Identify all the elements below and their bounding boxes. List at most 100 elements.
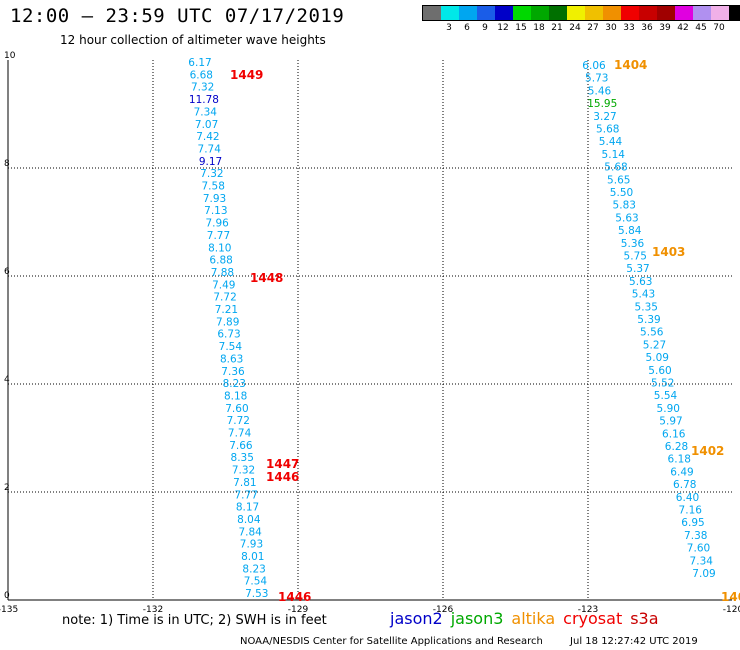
wave-height-value: 7.77 <box>207 230 230 242</box>
wave-height-value: 7.34 <box>690 555 714 567</box>
wave-height-value: 7.74 <box>198 143 222 155</box>
legend-swatch <box>657 6 675 20</box>
legend-swatch <box>639 6 657 20</box>
legend-swatch <box>531 6 549 20</box>
wave-height-value: 7.32 <box>200 168 223 180</box>
x-tick-label: -135 <box>0 605 18 615</box>
legend-label: 45 <box>695 23 707 33</box>
wave-height-value: 8.01 <box>241 551 264 563</box>
legend-label: 30 <box>605 23 617 33</box>
pass-time-label: 1446 <box>278 590 311 604</box>
map-title: 12:00 – 23:59 UTC 07/17/2019 <box>10 5 345 27</box>
wave-height-value: 5.63 <box>629 276 652 288</box>
wave-height-value: 7.93 <box>203 193 226 205</box>
wave-height-value: 5.35 <box>635 301 658 313</box>
wave-height-value: 8.17 <box>236 502 259 514</box>
legend-swatch <box>477 6 495 20</box>
y-tick-label: 2 <box>4 483 10 493</box>
wave-height-value: 7.77 <box>235 489 258 501</box>
legend-swatch <box>585 6 603 20</box>
wave-height-value: 5.37 <box>626 263 649 275</box>
wave-height-value: 6.16 <box>662 428 686 440</box>
wave-height-value: 7.32 <box>232 465 255 477</box>
wave-height-value: 8.23 <box>223 378 246 390</box>
wave-height-value: 7.54 <box>219 341 243 353</box>
legend-label: 42 <box>677 23 689 33</box>
wave-height-value: 6.78 <box>673 479 696 491</box>
legend-swatch <box>621 6 639 20</box>
legend-label: 18 <box>533 23 545 33</box>
wave-height-value: 7.38 <box>684 530 707 542</box>
wave-height-value: 7.89 <box>216 316 239 328</box>
legend-swatch <box>441 6 459 20</box>
legend-swatch <box>567 6 585 20</box>
mission-label: cryosat <box>563 609 623 628</box>
wave-height-value: 7.72 <box>213 292 236 304</box>
legend-label: 3 <box>446 23 452 33</box>
y-tick-label: 4 <box>4 375 10 385</box>
wave-height-value: 5.75 <box>624 251 647 263</box>
mission-label: jason3 <box>450 609 504 628</box>
legend-swatch <box>603 6 621 20</box>
wave-height-value: 6.17 <box>188 57 211 69</box>
wave-height-value: 5.27 <box>643 339 666 351</box>
wave-height-value: 5.56 <box>640 327 664 339</box>
legend-swatch <box>693 6 711 20</box>
wave-height-value: 7.36 <box>221 366 245 378</box>
legend-swatch <box>513 6 531 20</box>
legend-swatch <box>675 6 693 20</box>
footer-credit: NOAA/NESDIS Center for Satellite Applica… <box>240 636 543 647</box>
y-tick-label: 0 <box>4 591 10 601</box>
wave-height-value: 8.18 <box>224 390 247 402</box>
wave-height-value: 5.44 <box>599 136 623 148</box>
wave-height-value: 7.93 <box>240 539 263 551</box>
wave-height-value: 5.09 <box>646 352 669 364</box>
wave-height-value: 5.65 <box>607 174 630 186</box>
legend-label: 70 <box>713 23 725 33</box>
pass-time-label: 1402 <box>691 444 724 458</box>
wave-height-value: 6.06 <box>582 60 606 72</box>
wave-height-value: 5.68 <box>596 124 619 136</box>
legend-label: 39 <box>659 23 671 33</box>
mission-legend: jason2 jason3 altika cryosat s3a <box>390 609 667 628</box>
wave-height-value: 15.95 <box>587 98 617 110</box>
color-scale-legend <box>422 5 740 21</box>
note-text: note: 1) Time is in UTC; 2) SWH is in fe… <box>62 613 327 628</box>
x-tick-label: -132 <box>143 605 163 615</box>
legend-label: 9 <box>482 23 488 33</box>
wave-height-value: 7.42 <box>196 131 219 143</box>
pass-time-label: 1448 <box>250 271 283 285</box>
pass-time-label: 1404 <box>614 58 647 72</box>
wave-height-value: 5.52 <box>651 378 674 390</box>
legend-swatch <box>711 6 729 20</box>
legend-swatch <box>423 6 441 20</box>
legend-swatch <box>459 6 477 20</box>
x-tick-label: -123 <box>578 605 598 615</box>
wave-height-value: 5.43 <box>632 289 655 301</box>
wave-height-value: 5.14 <box>602 149 626 161</box>
legend-swatch <box>729 6 740 20</box>
wave-height-value: 7.13 <box>204 205 227 217</box>
wave-height-value: 7.54 <box>244 576 268 588</box>
pass-time-label: 1446 <box>266 470 299 484</box>
pass-time-label: 1403 <box>652 245 685 259</box>
wave-height-value: 5.90 <box>657 403 680 415</box>
x-tick-label: -120 <box>723 605 740 615</box>
wave-height-value: 11.78 <box>189 94 219 106</box>
wave-height-value: 5.46 <box>588 85 612 97</box>
wave-height-value: 8.23 <box>242 563 265 575</box>
wave-height-value: 6.18 <box>668 454 691 466</box>
wave-height-value: 5.73 <box>585 73 608 85</box>
wave-height-value: 7.84 <box>238 526 262 538</box>
wave-height-value: 7.74 <box>228 428 252 440</box>
y-tick-label: 6 <box>4 267 10 277</box>
footer: NOAA/NESDIS Center for Satellite Applica… <box>240 636 698 647</box>
legend-label: 24 <box>569 23 581 33</box>
wave-height-value: 6.68 <box>190 69 213 81</box>
wave-height-value: 5.60 <box>648 365 671 377</box>
wave-height-value: 6.40 <box>676 492 699 504</box>
y-tick-label: 8 <box>4 159 10 169</box>
mission-label: jason2 <box>390 609 443 628</box>
